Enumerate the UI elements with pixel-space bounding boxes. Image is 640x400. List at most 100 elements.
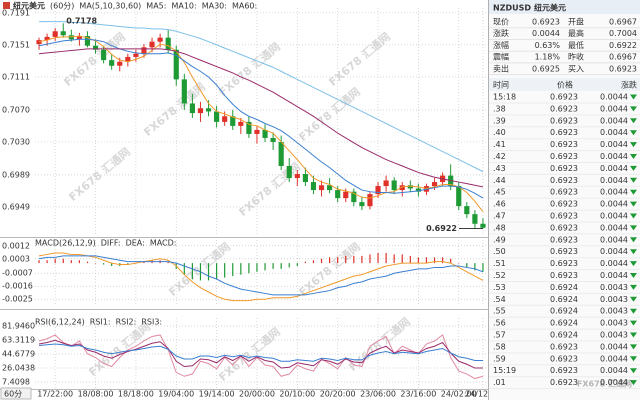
y-tick-label: 0.7070 [2,105,30,114]
legend-entry: DIFF: [101,239,121,248]
macd-bar [216,263,218,279]
candle-body [101,49,107,61]
y-tick-label: 0.7191 [2,8,30,17]
rsi-line [38,334,484,380]
macd-bar [183,263,185,275]
down-arrow [630,94,637,100]
down-arrow [630,213,637,219]
trade-time: .50 [493,247,506,256]
candle-body [359,202,365,207]
trade-change: 0.0044 [600,247,628,256]
price-annotation: 0.7178 [66,17,97,26]
period-select[interactable] [0,387,32,400]
macd-bar [256,263,258,272]
down-arrow [630,225,637,231]
candle-body [141,47,147,54]
candle-body [60,31,66,36]
symbol: NZDUSD [493,4,531,13]
macd-bar [337,257,339,264]
candle-body [327,185,333,191]
macd-bar [393,254,395,264]
quote-value: 0.0044 [532,29,560,38]
candle-body [173,49,179,80]
trade-time: .45 [493,188,506,197]
trade-change: 0.0044 [600,235,628,244]
trade-change: 0.0044 [600,200,628,209]
symbol-icon [3,2,10,9]
trade-change: 0.0044 [600,152,628,161]
down-arrow [630,118,637,124]
candle-body [52,31,58,37]
down-arrow [630,380,637,386]
trade-price: 0.6924 [550,295,578,304]
trade-time: .46 [493,200,506,209]
ma-line [38,38,484,199]
trade-change: 0.0044 [600,128,628,137]
x-tick-label: 20/00:00 [239,390,275,399]
trade-time: .01 [493,378,506,387]
trade-price: 0.6923 [550,271,578,280]
down-arrow [630,165,637,171]
quote-label: 昨收 [568,52,584,62]
down-arrow [630,356,637,362]
legend-entry: RSI1: [90,318,111,327]
y-tick-label: 81.9460 [2,322,35,331]
candle-body [472,214,478,224]
ma-line [38,48,484,188]
trade-time: 15:19 [493,366,516,375]
candle-body [415,188,421,192]
macd-bar [385,253,387,264]
x-tick-label: 19/04:00 [158,390,194,399]
candle-body [367,194,373,207]
x-tick-label: 18/08:00 [78,390,114,399]
trade-price: 0.6923 [550,104,578,113]
ma-line [39,21,484,173]
macd-bar [207,263,210,281]
candle-body [286,166,292,179]
candle-body [222,116,228,122]
legend-entry: MA5: [146,2,166,11]
quote-value: 0.6923 [609,64,637,73]
trade-change: 0.0044 [600,223,628,232]
trade-change: 0.0044 [600,104,628,113]
candle-body [431,182,438,187]
down-arrow [630,130,637,136]
trade-price: 0.6924 [550,331,578,340]
trade-price: 0.6923 [550,247,578,256]
rsi-line [38,343,483,362]
trade-time: .49 [493,235,506,244]
macd-bar [167,261,169,264]
candle-body [133,53,139,57]
trade-price: 0.6923 [550,116,578,125]
macd-bar [54,258,56,264]
down-arrow [630,308,637,314]
y-tick-label: 63.3119 [2,335,35,344]
macd-bar [70,260,72,264]
quote-label: 最低 [568,40,584,50]
period-select-label[interactable]: 60分 [4,390,22,399]
trade-change: 0.0044 [600,176,628,185]
trades-col: 时间 [493,80,509,90]
candle-body [383,180,389,187]
candle-body [302,174,308,183]
macd-bar [232,263,234,277]
candle-body [125,56,131,62]
trade-price: 0.6923 [550,93,578,102]
trade-time: .53 [493,283,506,292]
down-arrow [630,177,637,183]
trade-price: 0.6923 [550,188,578,197]
trade-time: .48 [493,223,506,232]
macd-bar [264,263,266,271]
down-arrow [630,273,637,278]
trade-price: 0.6923 [550,354,578,363]
x-tick-label: 18/18:00 [118,390,154,399]
macd-bar [320,258,323,264]
candle-body [310,182,317,191]
quote-label: 现价 [493,18,509,27]
candle-body [181,79,187,104]
y-tick-label: 0.6949 [2,202,30,211]
candle-body [294,174,300,179]
macd-bar [417,257,419,264]
macd-bar [450,258,452,264]
candle-body [36,40,42,45]
